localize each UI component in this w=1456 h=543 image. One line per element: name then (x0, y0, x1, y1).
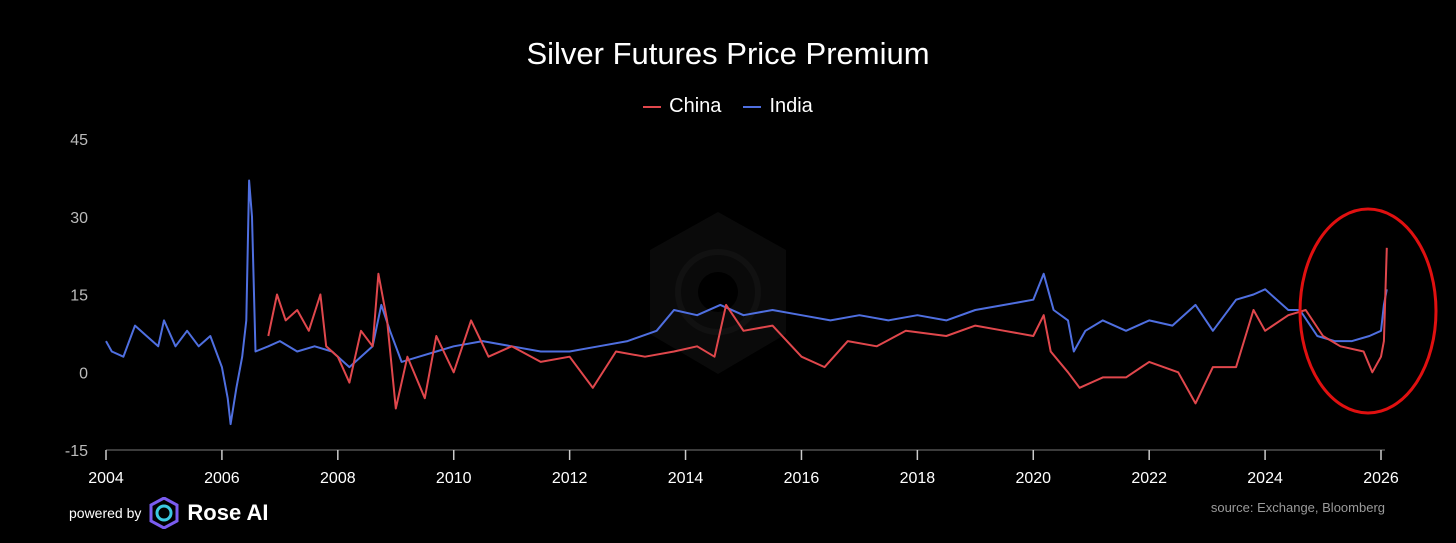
x-tick-label: 2012 (552, 470, 588, 487)
legend-label-china: China (669, 95, 722, 117)
rose-ai-logo-icon (149, 497, 179, 529)
y-tick-label: 15 (70, 288, 88, 305)
series-line-india (105, 179, 1388, 426)
x-tick-label: 2014 (668, 470, 704, 487)
x-tick-label: 2010 (436, 470, 472, 487)
legend-swatch-india (743, 105, 762, 108)
legend-item-india[interactable]: India (743, 95, 813, 118)
series-line-china (267, 247, 1388, 410)
x-tick-label: 2018 (900, 470, 936, 487)
x-tick-label: 2020 (1015, 470, 1051, 487)
y-tick-label: 30 (70, 210, 88, 227)
powered-by: powered by Rose AI (69, 497, 268, 529)
x-tick-label: 2004 (88, 470, 124, 487)
y-tick-label: -15 (65, 443, 88, 460)
powered-by-text: powered by (69, 505, 142, 521)
y-tick-label: 0 (79, 365, 88, 382)
x-tick-label: 2026 (1363, 470, 1399, 487)
watermark-logo (650, 212, 786, 374)
x-tick-label: 2022 (1131, 470, 1167, 487)
y-tick-label: 45 (70, 132, 88, 149)
x-tick-label: 2006 (204, 470, 240, 487)
legend-item-china[interactable]: China (643, 95, 721, 118)
brand-name: Rose AI (187, 500, 269, 525)
chart-title: Silver Futures Price Premium (526, 36, 930, 71)
legend-label-india: India (769, 95, 813, 117)
x-tick-label: 2024 (1247, 470, 1283, 487)
x-tick-label: 2016 (784, 470, 820, 487)
source-note: source: Exchange, Bloomberg (1210, 500, 1385, 515)
legend: China India (0, 95, 1456, 118)
legend-swatch-china (643, 105, 662, 108)
x-tick-label: 2008 (320, 470, 356, 487)
highlight-circle-annotation (1298, 207, 1438, 415)
